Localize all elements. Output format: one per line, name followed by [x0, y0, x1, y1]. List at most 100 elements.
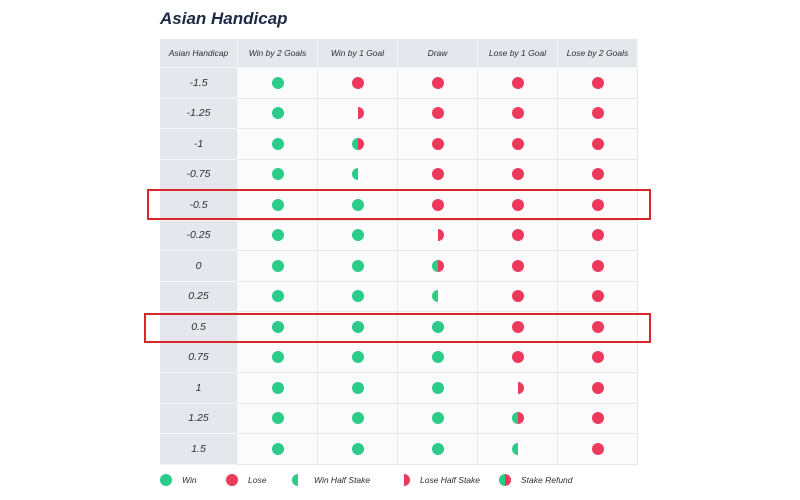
result-cell	[318, 251, 398, 282]
result-cell	[398, 342, 478, 373]
win-dot-icon	[271, 168, 284, 181]
lose-dot-icon	[511, 137, 524, 150]
lose-dot-icon	[591, 412, 604, 425]
lose-dot-icon	[511, 320, 524, 333]
result-cell	[318, 281, 398, 312]
lose-half-dot-icon	[398, 474, 410, 486]
result-cell	[558, 373, 638, 404]
win-dot-icon	[351, 320, 364, 333]
losehalf-dot-icon	[511, 381, 524, 394]
win-dot-icon	[271, 412, 284, 425]
lose-dot-icon	[591, 168, 604, 181]
win-dot-icon	[351, 229, 364, 242]
win-dot-icon	[351, 290, 364, 303]
result-cell	[238, 373, 318, 404]
lose-dot-icon	[591, 290, 604, 303]
legend-item-refund: Stake Refund	[499, 474, 573, 486]
result-cell	[558, 220, 638, 251]
refund-dot-icon	[351, 137, 364, 150]
legend-label-lose: Lose	[248, 475, 267, 485]
result-cell	[558, 129, 638, 160]
result-cell	[558, 434, 638, 465]
win-dot-icon	[431, 442, 444, 455]
lose-dot-icon	[591, 381, 604, 394]
result-cell	[558, 281, 638, 312]
win-dot-icon	[351, 381, 364, 394]
result-cell	[398, 434, 478, 465]
result-cell	[478, 434, 558, 465]
result-cell	[398, 220, 478, 251]
winhalf-dot-icon	[351, 168, 364, 181]
result-cell	[398, 373, 478, 404]
result-cell	[478, 220, 558, 251]
result-cell	[558, 251, 638, 282]
win-dot-icon	[351, 198, 364, 211]
row-handicap-label: 0.5	[160, 312, 238, 343]
result-cell	[398, 403, 478, 434]
lose-dot-icon	[351, 76, 364, 89]
losehalf-dot-icon	[351, 107, 364, 120]
page-title: Asian Handicap	[160, 9, 288, 28]
result-cell	[238, 434, 318, 465]
result-cell	[478, 190, 558, 221]
row-handicap-label: -1.5	[160, 68, 238, 99]
lose-dot-icon	[511, 76, 524, 89]
result-cell	[238, 281, 318, 312]
result-cell	[398, 312, 478, 343]
result-cell	[478, 98, 558, 129]
result-cell	[398, 98, 478, 129]
refund-dot-icon	[499, 474, 511, 486]
result-cell	[398, 190, 478, 221]
header-handicap: Asian Handicap	[160, 39, 238, 68]
result-cell	[238, 129, 318, 160]
lose-dot-icon	[226, 474, 238, 486]
legend-label-lose-half: Lose Half Stake	[420, 475, 481, 485]
win-dot-icon	[271, 76, 284, 89]
row-handicap-label: 0	[160, 251, 238, 282]
result-cell	[558, 68, 638, 99]
result-cell	[398, 159, 478, 190]
result-cell	[238, 403, 318, 434]
result-cell	[558, 342, 638, 373]
lose-dot-icon	[511, 198, 524, 211]
lose-dot-icon	[431, 107, 444, 120]
result-cell	[318, 220, 398, 251]
result-cell	[318, 68, 398, 99]
result-cell	[478, 159, 558, 190]
result-cell	[558, 190, 638, 221]
result-cell	[398, 251, 478, 282]
win-dot-icon	[431, 412, 444, 425]
win-dot-icon	[351, 442, 364, 455]
header-outcome: Win by 1 Goal	[318, 39, 398, 68]
lose-dot-icon	[591, 198, 604, 211]
result-cell	[318, 190, 398, 221]
lose-dot-icon	[511, 351, 524, 364]
asian-handicap-table: Asian Handicap Win by 2 Goals Win by 1 Goa…	[160, 39, 640, 465]
refund-dot-icon	[511, 412, 524, 425]
legend-item-win-half: Win Half Stake	[292, 474, 370, 486]
row-handicap-label: -0.25	[160, 220, 238, 251]
win-dot-icon	[351, 412, 364, 425]
row-handicap-label: -1	[160, 129, 238, 160]
lose-dot-icon	[591, 76, 604, 89]
lose-dot-icon	[431, 168, 444, 181]
result-cell	[318, 403, 398, 434]
win-dot-icon	[160, 474, 172, 486]
legend-item-win: Win	[160, 474, 197, 486]
win-dot-icon	[351, 259, 364, 272]
win-dot-icon	[271, 198, 284, 211]
result-cell	[238, 251, 318, 282]
lose-dot-icon	[591, 137, 604, 150]
result-cell	[238, 312, 318, 343]
losehalf-dot-icon	[431, 229, 444, 242]
lose-dot-icon	[591, 442, 604, 455]
win-dot-icon	[271, 442, 284, 455]
result-cell	[238, 220, 318, 251]
legend: Win Lose Win Half Stake Lose Half Stake …	[158, 474, 648, 492]
result-cell	[478, 373, 558, 404]
win-dot-icon	[431, 381, 444, 394]
result-cell	[318, 159, 398, 190]
result-cell	[318, 129, 398, 160]
result-cell	[478, 281, 558, 312]
row-handicap-label: 1	[160, 373, 238, 404]
